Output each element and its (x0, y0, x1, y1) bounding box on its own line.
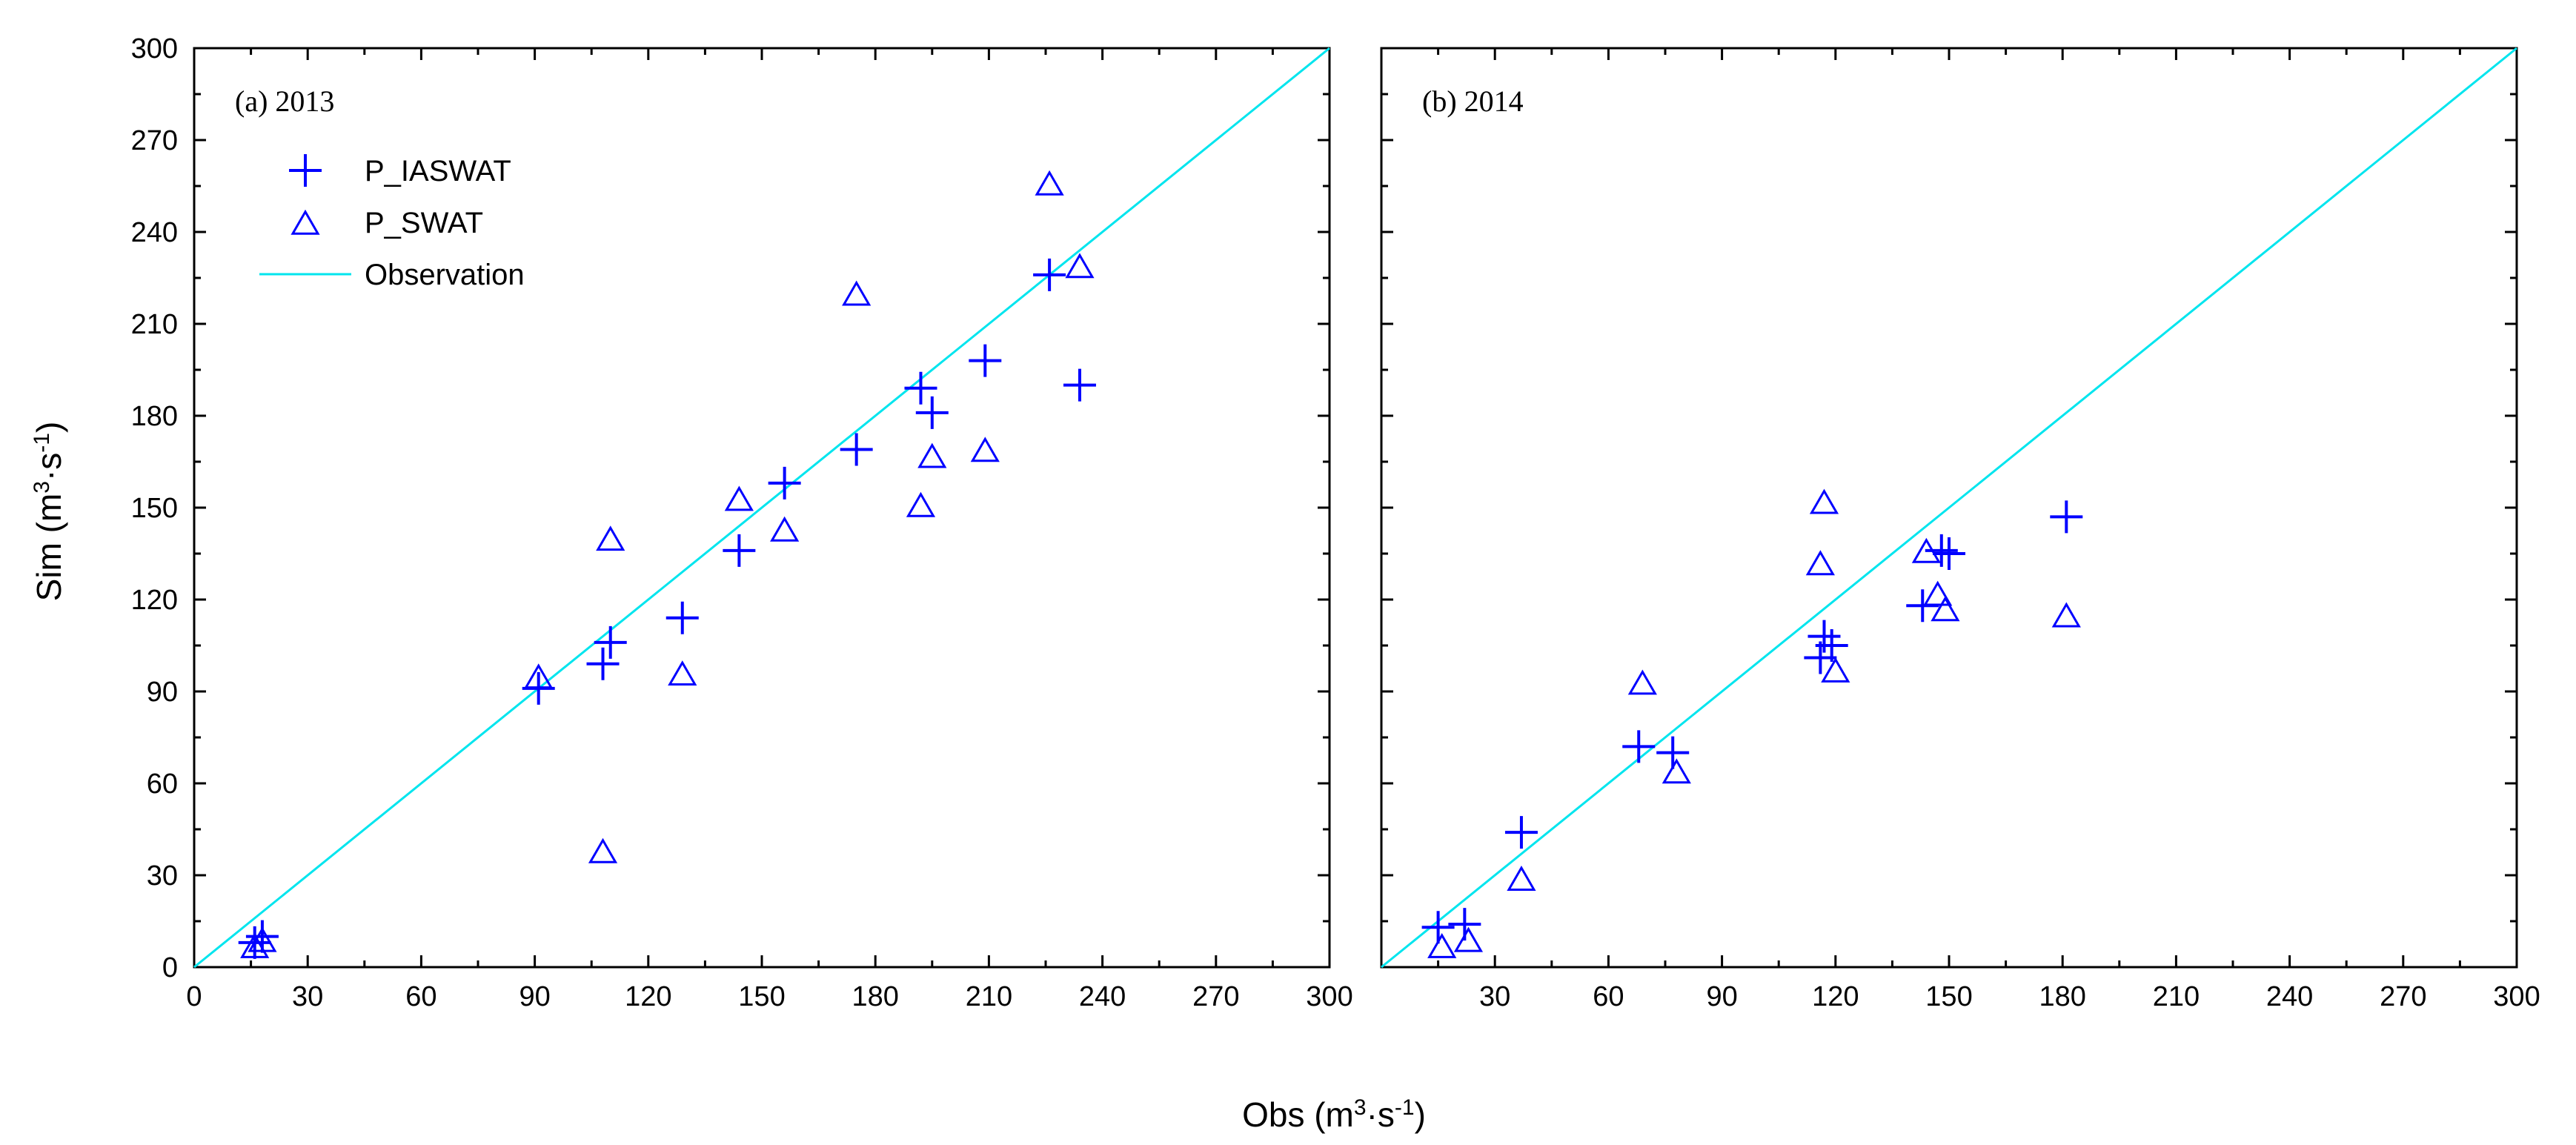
p-swat-point (1627, 669, 1657, 695)
observation-line (193, 47, 1330, 969)
p-iaswat-point (1656, 736, 1690, 769)
x-tick-label: 240 (2266, 981, 2313, 1012)
p-swat-point (1065, 253, 1095, 279)
x-tick-label: 90 (1706, 981, 1737, 1012)
observation-line (1381, 47, 2517, 969)
legend: P_IASWAT P_SWAT Observation (259, 154, 525, 291)
p-swat-point (1805, 550, 1835, 576)
p-swat-point (724, 485, 754, 511)
p-iaswat-point (1622, 730, 1656, 763)
x-tick-label: 90 (519, 981, 550, 1012)
p-swat-point (240, 932, 270, 958)
p-swat-point (1035, 170, 1064, 196)
x-tick-label: 120 (1812, 981, 1859, 1012)
p-swat-point (248, 926, 277, 952)
p-swat-point (1923, 580, 1953, 606)
p-iaswat-point (586, 647, 620, 680)
panel-2013: 0 30 60 90 120 150 180 210 240 270 300 0 30 60 90 120 15… (131, 33, 1353, 1012)
y-tick-label: 0 (162, 952, 178, 983)
p-swat-point (970, 437, 1000, 462)
x-tick-label: 180 (2039, 981, 2085, 1012)
x-tick-label: 270 (2380, 981, 2426, 1012)
x-tick-label: 60 (1593, 981, 1624, 1012)
x-axis-title: Obs (m3·s-1) (1242, 1095, 1426, 1134)
p-iaswat-point (1815, 629, 1848, 662)
p-swat-point (1931, 596, 1960, 622)
p-swat-point (1427, 932, 1457, 958)
p-iaswat-point (915, 396, 949, 429)
p-iaswat-point (840, 433, 873, 466)
x-tick-label: 30 (1479, 981, 1510, 1012)
p-swat-point (668, 660, 697, 686)
y-tick-label: 240 (131, 217, 178, 248)
p-swat-point (524, 663, 554, 689)
x-tick-label: 180 (852, 981, 898, 1012)
x-tick-label: 0 (186, 981, 202, 1012)
x-tick-label: 300 (2493, 981, 2540, 1012)
p-iaswat-point (665, 601, 699, 634)
p-swat-point (596, 525, 625, 551)
p-swat-point (917, 442, 947, 468)
x-tick-label: 120 (625, 981, 671, 1012)
panel-label: (a) 2013 (235, 84, 334, 118)
p-iaswat-point (1807, 620, 1841, 653)
p-iaswat-point (1421, 911, 1455, 944)
x-tick-label: 60 (405, 981, 436, 1012)
legend-label: P_SWAT (365, 207, 483, 239)
y-tick-label: 300 (131, 33, 178, 64)
p-swat-point (588, 837, 618, 863)
x-tick-label: 210 (966, 981, 1012, 1012)
p-iaswat-point (1063, 368, 1096, 402)
p-swat-point (1911, 537, 1941, 563)
p-swat-point (906, 491, 936, 517)
x-tick-label: 150 (1925, 981, 1972, 1012)
p-iaswat-point (904, 371, 937, 405)
p-iaswat-point (1504, 816, 1538, 849)
p-iaswat-point (1033, 258, 1066, 291)
y-tick-label: 120 (131, 585, 178, 616)
p-iaswat-point (969, 344, 1002, 377)
x-tick-label: 150 (738, 981, 785, 1012)
p-swat-point (2051, 602, 2081, 628)
p-swat-point (842, 280, 872, 306)
p-swat-point (1507, 866, 1536, 891)
legend-label: Observation (365, 259, 525, 291)
p-iaswat-point (1933, 537, 1965, 570)
p-iaswat-point (2050, 500, 2083, 534)
y-axis-title: Sim (m3·s-1) (30, 422, 68, 602)
panel-2014: 30 60 90 120 150 180 210 240 270 300 (b) 2014 (1380, 47, 2540, 1012)
x-tick-label: 210 (2153, 981, 2200, 1012)
legend-plus-icon (289, 154, 322, 187)
p-iaswat-point (723, 534, 756, 567)
p-iaswat-point (768, 466, 801, 500)
legend-triangle-icon (291, 209, 320, 235)
x-tick-label: 240 (1079, 981, 1126, 1012)
y-tick-label: 270 (131, 125, 178, 156)
y-tick-label: 210 (131, 309, 178, 340)
x-tick-label: 300 (1306, 981, 1352, 1012)
panel-label: (b) 2014 (1422, 84, 1524, 118)
p-swat-point (1821, 657, 1850, 683)
p-swat-point (1809, 488, 1839, 514)
legend-label: P_IASWAT (365, 155, 511, 187)
p-swat-point (1453, 926, 1484, 952)
p-swat-point (1662, 758, 1691, 784)
p-iaswat-point (594, 625, 627, 659)
x-tick-label: 30 (292, 981, 323, 1012)
y-tick-label: 30 (147, 860, 178, 892)
y-tick-label: 90 (147, 677, 178, 708)
y-tick-label: 180 (131, 401, 178, 432)
y-tick-label: 150 (131, 493, 178, 524)
y-tick-label: 60 (147, 769, 178, 800)
x-tick-label: 270 (1192, 981, 1239, 1012)
p-iaswat-point (1925, 534, 1958, 567)
p-swat-point (770, 516, 800, 542)
